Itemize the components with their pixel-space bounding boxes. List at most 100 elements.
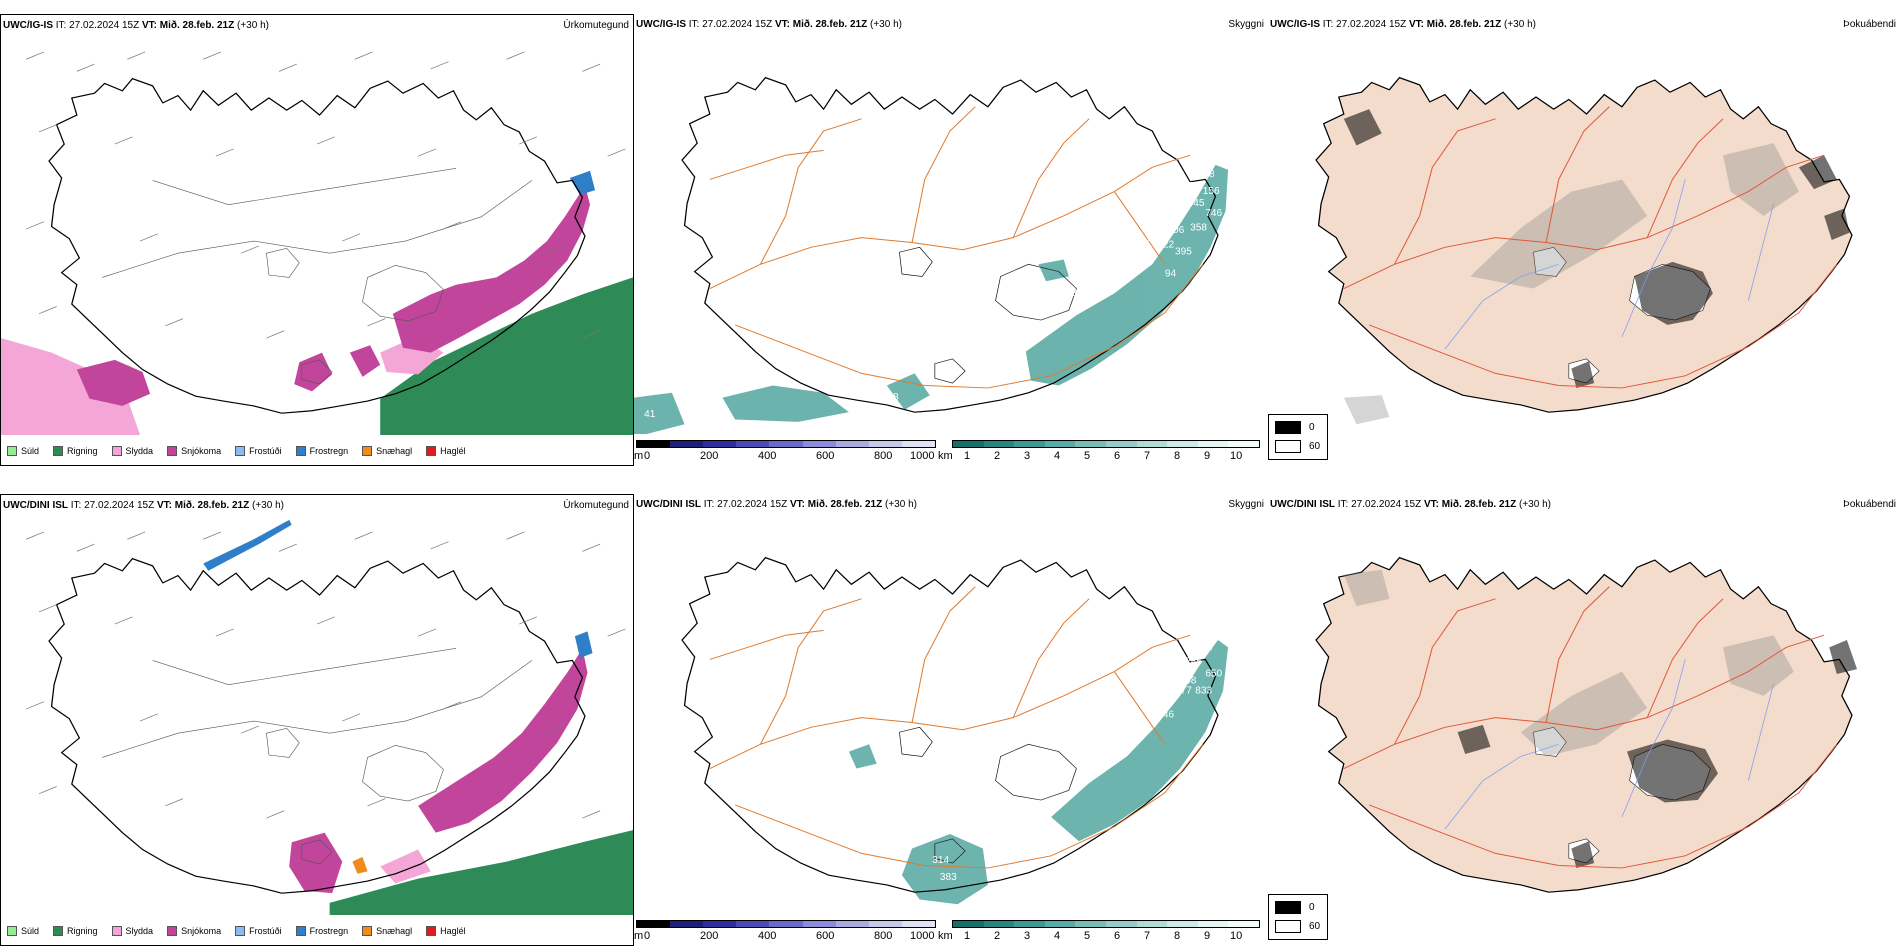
svg-text:68: 68 [1160,693,1172,704]
svg-text:445: 445 [1188,198,1205,209]
visibility-values: 197 285 650 402 98 477 833 68 346 336 55… [932,642,1222,883]
svg-text:531: 531 [1160,215,1177,226]
svg-text:406: 406 [1167,225,1184,236]
legend-item: Rigning [53,926,98,936]
svg-text:352: 352 [1183,181,1200,192]
river-network [1444,179,1774,350]
visibility-scale-m [636,920,936,928]
legend-item: Snjókoma [167,926,221,936]
svg-text:402: 402 [1165,673,1182,684]
panel-header: UWC/IG-IS IT: 27.02.2024 15Z VT: Mið. 28… [3,20,629,31]
fog-legend: 0 60 [1268,894,1328,940]
snow-pellets-area [352,856,368,874]
visibility-scales: m 0 200 400 600 800 1000 km 1 2 3 4 5 6 … [634,918,1268,946]
wind-barbs [26,51,626,339]
visibility-scales: m 0 200 400 600 800 1000 km 1 2 3 4 5 6 … [634,438,1268,466]
legend-item: Haglél [426,446,466,456]
fog-index-panel-igis: UWC/IG-IS IT: 27.02.2024 15Z VT: Mið. 28… [1268,14,1900,466]
visibility-scale-km [952,440,1260,448]
svg-text:318: 318 [1071,288,1088,299]
panel-title: Skyggni [1228,499,1264,510]
wind-barbs [26,531,626,819]
svg-text:314: 314 [932,855,949,866]
svg-text:741: 741 [1097,271,1114,282]
legend-item: Frostúði [235,446,282,456]
visibility-field [634,164,1229,434]
svg-text:318: 318 [1198,169,1215,180]
svg-text:159: 159 [1069,273,1086,284]
road-network [709,106,1204,389]
iceland-map [1315,557,1858,893]
road-network [1343,586,1838,869]
legend-item: Snæhagl [362,446,412,456]
legend-item: Súld [7,926,39,936]
svg-text:337: 337 [1097,758,1114,769]
svg-text:383: 383 [940,872,957,883]
visibility-scale-m [636,440,936,448]
svg-text:156: 156 [1203,186,1220,197]
fog-index-panel-dini: UWC/DINI ISL IT: 27.02.2024 15Z VT: Mið.… [1268,494,1900,946]
svg-text:477: 477 [1175,686,1192,697]
legend-item: Slydda [111,446,153,456]
svg-text:556: 556 [1112,727,1129,738]
svg-text:346: 346 [1157,710,1174,721]
panel-header: UWC/IG-IS IT: 27.02.2024 15Z VT: Mið. 28… [1270,19,1896,30]
iceland-map: 197 285 650 402 98 477 833 68 346 336 55… [681,557,1229,905]
iceland-map [26,519,633,915]
svg-text:358: 358 [1190,223,1207,234]
legend-item: Haglél [426,926,466,936]
panel-title: Þokuábendi [1843,499,1896,510]
legend-item: Slydda [111,926,153,936]
rain-area [380,277,633,435]
svg-text:395: 395 [1175,247,1192,258]
svg-text:833: 833 [1195,686,1212,697]
iceland-map [1315,77,1853,425]
visibility-values: 318 352 156 445 746 355 531 406 358 417 … [644,169,1223,420]
iceland-map [1,51,633,435]
precip-legend: Súld Rigning Slydda Snjókoma Frostúði Fr… [3,443,466,459]
fog-low-index [1343,109,1850,388]
svg-text:336: 336 [1127,715,1144,726]
legend-item: Súld [7,446,39,456]
panel-title: Úrkomutegund [563,20,629,31]
road-network [1343,106,1838,389]
fog-legend: 0 60 [1268,414,1328,460]
svg-text:202: 202 [1094,744,1111,755]
river-network [1444,659,1774,830]
panel-header: UWC/DINI ISL IT: 27.02.2024 15Z VT: Mið.… [1270,499,1896,510]
panel-header: UWC/DINI ISL IT: 27.02.2024 15Z VT: Mið.… [3,500,629,511]
svg-text:746: 746 [1205,208,1222,219]
fog-low-index [1457,640,1858,868]
svg-text:285: 285 [1185,656,1202,667]
legend-item: Frostúði [235,926,282,936]
panel-title: Skyggni [1228,19,1264,30]
legend-item: Snjókoma [167,446,221,456]
freezing-rain-area [203,519,593,659]
legend-item: Frostregn [295,926,348,936]
visibility-panel-igis: UWC/IG-IS IT: 27.02.2024 15Z VT: Mið. 28… [634,14,1268,466]
svg-text:41: 41 [644,409,656,420]
legend-item: Rigning [53,446,98,456]
freezing-rain-area [569,170,596,195]
svg-text:94: 94 [1165,269,1177,280]
svg-text:355: 355 [1170,203,1187,214]
precip-type-panel-dini: UWC/DINI ISL IT: 27.02.2024 15Z VT: Mið.… [0,494,634,946]
panel-title: Þokuábendi [1843,19,1896,30]
fog-mid-index [1343,143,1799,425]
sleet-area [1,335,444,435]
visibility-panel-dini: UWC/DINI ISL IT: 27.02.2024 15Z VT: Mið.… [634,494,1268,946]
panel-title: Úrkomutegund [563,500,629,511]
legend-item: Frostregn [295,446,348,456]
svg-text:351: 351 [1122,247,1139,258]
svg-text:522: 522 [1157,240,1174,251]
iceland-map: 318 352 156 445 746 355 531 406 358 417 … [634,77,1229,434]
panel-header: UWC/IG-IS IT: 27.02.2024 15Z VT: Mið. 28… [636,19,1264,30]
road-network [709,586,1204,869]
precip-legend: Súld Rigning Slydda Snjókoma Frostúði Fr… [3,923,466,939]
panel-header: UWC/DINI ISL IT: 27.02.2024 15Z VT: Mið.… [636,499,1264,510]
precip-type-panel-igis: UWC/IG-IS IT: 27.02.2024 15Z VT: Mið. 28… [0,14,634,466]
svg-text:197: 197 [1198,642,1215,653]
rain-area [329,830,633,915]
legend-item: Snæhagl [362,926,412,936]
svg-text:417: 417 [1135,235,1152,246]
